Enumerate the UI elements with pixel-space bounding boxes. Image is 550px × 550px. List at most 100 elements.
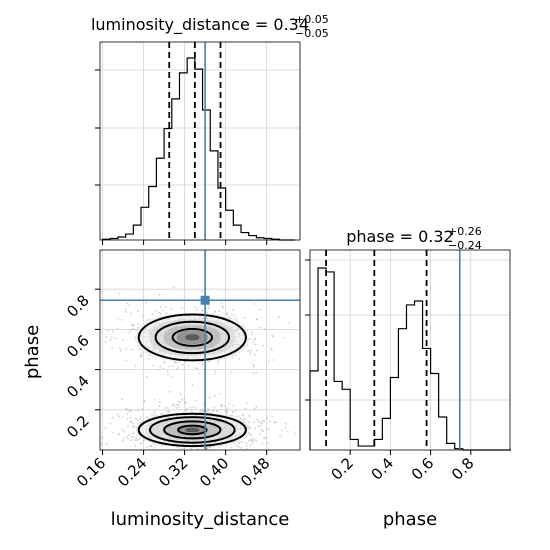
density-point [214,311,216,313]
density-point [140,356,142,358]
contour-line [137,412,247,448]
density-point [166,370,169,373]
density-point [121,439,124,442]
luminosity-distance-title: luminosity_distance = 0.34 [91,15,309,35]
x-axis-label-phase: phase [383,509,437,530]
density-point [255,349,258,352]
density-point [251,333,254,336]
density-point [253,421,256,424]
density-point [123,431,126,433]
density-point [153,410,156,412]
density-point [199,410,202,413]
density-point [158,405,161,408]
density-point [287,430,289,433]
density-point [212,409,215,412]
density-point [167,407,169,409]
density-point [294,432,297,435]
density-point [139,354,142,357]
density-point [112,330,114,333]
density-contours [137,313,247,448]
density-point [140,416,143,419]
panel-frame [309,249,511,451]
density-point [201,408,204,411]
density-point [284,427,287,430]
density-point [253,303,255,305]
density-point [153,447,156,449]
density-point [157,368,159,371]
density-point [198,361,201,363]
density-point [110,336,113,339]
density-point [266,442,269,444]
density-point [100,436,103,439]
density-point [259,308,262,311]
density-point [151,313,154,316]
density-point [198,372,201,375]
x-tick-label: 0.24 [114,454,150,490]
density-point [107,329,110,332]
density-point [129,420,132,423]
density-point [231,410,234,413]
density-point [226,312,229,314]
density-point [279,435,281,438]
density-point [259,425,261,428]
density-point [247,439,250,442]
density-point [208,305,211,308]
density-point [134,439,137,441]
density-point [168,391,171,393]
density-point [249,353,252,356]
density-point [251,442,254,444]
density-point [222,306,224,309]
density-point [208,361,211,363]
density-point [130,409,133,412]
density-point [194,306,197,308]
density-point [271,349,273,351]
density-point [201,309,204,312]
density-point [220,405,222,408]
density-point [245,442,248,444]
density-point [245,407,247,410]
density-point [262,344,265,347]
density-point [129,329,131,331]
density-point [137,310,139,313]
density-point [200,290,203,292]
x-tick-label: 0.4 [368,454,398,484]
density-point [249,444,252,446]
contour-line [171,328,214,347]
density-point [180,447,183,450]
density-point [252,363,255,366]
density-point [211,410,214,413]
density-point [238,358,241,360]
density-point [287,322,290,324]
density-point [152,364,155,367]
density-point [214,394,216,397]
density-point [221,302,223,305]
density-point [181,307,183,309]
density-point [248,421,250,424]
density-point [271,415,274,418]
density-point [100,443,103,446]
x-tick-label: 0.40 [196,454,232,490]
density-point [188,365,190,367]
density-point [145,446,148,449]
density-point [194,367,197,370]
density-point [118,292,121,295]
density-point [128,331,131,334]
density-point [176,368,179,370]
density-point [159,401,161,404]
density-point [125,407,127,410]
density-point [105,335,107,338]
density-point [209,396,211,399]
density-point [122,429,124,431]
density-point [240,447,242,449]
density-point [221,404,224,407]
density-point [201,309,204,312]
density-point [260,423,263,425]
density-point [261,442,264,445]
density-point [261,422,264,424]
density-point [219,392,222,395]
density-point [256,418,259,421]
density-point [127,433,130,436]
density-point [153,399,156,401]
density-point [151,414,153,416]
